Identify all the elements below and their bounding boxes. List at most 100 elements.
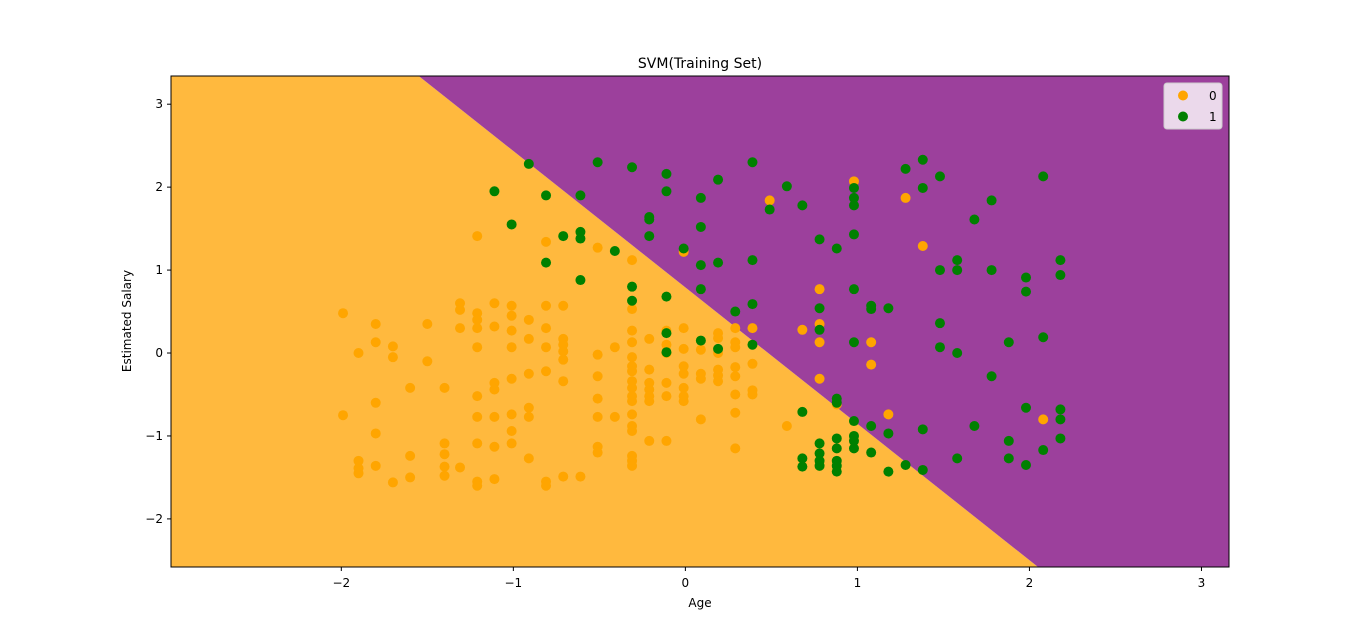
data-point-class-0 [866,359,877,370]
data-point-class-1 [831,443,842,454]
data-point-class-0 [1038,414,1049,425]
data-point-class-1 [523,158,534,169]
data-point-class-1 [592,157,603,168]
data-point-class-0 [627,425,638,436]
x-axis-label: Age [688,596,711,610]
data-point-class-1 [627,281,638,292]
legend-marker-class-0 [1178,90,1188,101]
data-point-class-1 [747,299,758,310]
data-point-class-0 [627,460,638,471]
data-point-class-0 [627,304,638,315]
data-point-class-0 [489,384,500,395]
data-point-class-0 [541,342,552,353]
data-point-class-1 [831,466,842,477]
data-point-class-1 [713,174,724,185]
data-point-class-1 [713,257,724,268]
data-point-class-1 [1055,433,1066,444]
data-point-class-0 [644,396,655,407]
data-point-class-0 [506,342,517,353]
data-point-class-0 [627,337,638,348]
data-point-class-1 [848,182,859,193]
data-point-class-1 [883,466,894,477]
data-point-class-1 [1021,459,1032,470]
x-tick-label: 2 [1026,576,1034,590]
data-point-class-0 [523,333,534,344]
data-point-class-0 [523,368,534,379]
data-point-class-1 [814,303,825,314]
data-point-class-1 [1055,255,1066,266]
data-point-class-0 [370,397,381,408]
data-point-class-0 [370,460,381,471]
data-point-class-0 [353,468,364,479]
data-point-class-1 [969,421,980,432]
data-point-class-0 [422,356,433,367]
data-point-class-1 [627,295,638,306]
data-point-class-1 [986,195,997,206]
legend: 0 1 [1163,82,1223,130]
x-tick-label: −1 [504,576,522,590]
data-point-class-1 [831,433,842,444]
data-point-class-0 [609,342,620,353]
data-point-class-1 [1055,404,1066,415]
data-point-class-0 [472,342,483,353]
data-point-class-1 [917,182,928,193]
data-point-class-0 [695,373,706,384]
data-point-class-1 [831,243,842,254]
data-point-class-0 [695,344,706,355]
data-point-class-0 [489,321,500,332]
data-point-class-1 [1055,414,1066,425]
data-point-class-1 [541,257,552,268]
y-tick-label: 2 [155,180,163,194]
data-point-class-1 [713,343,724,354]
data-point-class-1 [797,453,808,464]
data-point-class-1 [797,461,808,472]
data-point-class-0 [370,318,381,329]
data-point-class-1 [695,335,706,346]
data-point-class-1 [730,306,741,317]
data-point-class-0 [661,377,672,388]
data-point-class-0 [506,373,517,384]
x-tick-label: −2 [332,576,350,590]
data-point-class-1 [1038,171,1049,182]
data-point-class-1 [848,337,859,348]
data-point-class-0 [747,323,758,334]
data-point-class-0 [523,402,534,413]
data-point-class-0 [506,409,517,420]
data-point-class-1 [575,275,586,286]
data-point-class-1 [609,246,620,257]
data-point-class-0 [541,236,552,247]
data-point-class-1 [986,371,997,382]
data-point-class-0 [455,462,466,473]
data-point-class-0 [387,341,398,352]
data-point-class-1 [814,324,825,335]
data-point-class-0 [695,414,706,425]
data-point-class-0 [541,300,552,311]
data-point-class-1 [917,424,928,435]
data-point-class-0 [370,337,381,348]
data-point-class-1 [848,416,859,427]
data-point-class-0 [455,304,466,315]
y-axis-ticks: −2 −1 0 1 2 3 [145,97,171,526]
data-point-class-0 [627,382,638,393]
data-point-class-1 [952,348,963,359]
chart-title: SVM(Training Set) [638,56,762,72]
data-point-class-1 [866,304,877,315]
data-point-class-0 [814,337,825,348]
data-point-class-0 [338,308,349,319]
data-point-class-1 [1021,402,1032,413]
data-point-class-1 [917,154,928,165]
data-point-class-0 [523,314,534,325]
data-point-class-0 [405,382,416,393]
data-point-class-0 [472,480,483,491]
data-point-class-1 [695,284,706,295]
data-point-class-0 [644,333,655,344]
data-point-class-0 [678,323,689,334]
data-point-class-1 [866,421,877,432]
data-point-class-1 [848,284,859,295]
data-point-class-0 [541,366,552,377]
data-point-class-1 [814,460,825,471]
data-point-class-0 [558,471,569,482]
data-point-class-0 [730,342,741,353]
data-point-class-0 [506,310,517,321]
